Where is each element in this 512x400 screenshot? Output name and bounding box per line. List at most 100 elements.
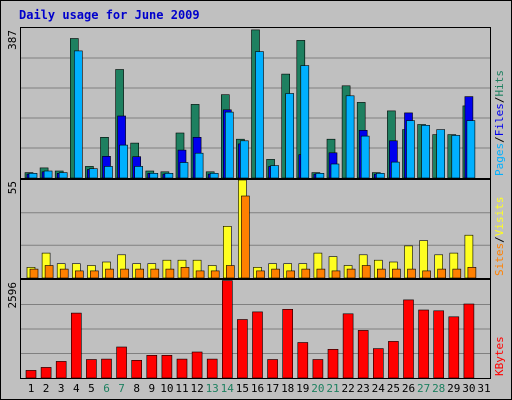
sites-bar	[467, 266, 477, 279]
legend-sites: Sites	[493, 243, 506, 276]
legend-kbytes: KBytes	[493, 336, 506, 376]
pages-bar	[58, 172, 68, 179]
pages-bar	[451, 135, 461, 179]
kbytes-bar	[403, 299, 414, 379]
sites-bar	[120, 268, 129, 279]
kbytes-bar	[71, 312, 82, 379]
kbytes-bar	[388, 341, 399, 379]
sites-bar	[376, 268, 386, 279]
day-label: 1	[28, 382, 35, 395]
legend-pages: Pages	[493, 143, 506, 176]
sites-bar	[422, 270, 431, 279]
day-label: 17	[266, 382, 279, 395]
pages-bar	[149, 173, 159, 179]
pages-bar	[134, 166, 143, 179]
pages-bar	[43, 170, 53, 179]
pages-bar	[300, 65, 310, 179]
sites-bar	[29, 268, 39, 279]
sites-bar	[150, 268, 160, 279]
day-label: 29	[447, 382, 460, 395]
sites-bar	[316, 268, 326, 279]
pages-bar	[164, 173, 174, 179]
pages-bar	[74, 50, 83, 179]
kbytes-bar	[357, 330, 369, 379]
day-label: 16	[251, 382, 264, 395]
pages-bar	[315, 173, 325, 179]
pages-bar	[240, 140, 249, 179]
sites-bar	[361, 265, 371, 279]
day-label: 9	[148, 382, 155, 395]
day-label: 12	[190, 382, 203, 395]
day-label: 13	[206, 382, 219, 395]
kbytes-bar	[312, 359, 324, 379]
kbytes-bar	[297, 342, 309, 379]
day-label: 3	[58, 382, 65, 395]
pages-bar	[406, 120, 415, 179]
kbytes-bar	[55, 361, 67, 379]
kbytes-ymax-label: 2596	[6, 282, 19, 309]
sites-bar	[256, 270, 265, 279]
pages-bar	[194, 152, 204, 179]
kbytes-bar	[237, 319, 248, 379]
sites-bar	[180, 266, 190, 279]
sites-bar	[135, 268, 144, 279]
sites-bar	[452, 268, 462, 279]
pages-bar	[285, 93, 295, 179]
sites-bar	[210, 270, 220, 279]
kbytes-bar	[267, 359, 278, 379]
kbytes-bar	[131, 359, 142, 379]
kbytes-bar	[222, 280, 233, 379]
legend-hits: Hits	[493, 70, 506, 97]
pages-bar	[89, 168, 98, 179]
kbytes-bar	[86, 359, 97, 379]
pages-bar	[391, 161, 400, 179]
day-label: 25	[387, 382, 400, 395]
kbytes-bar	[418, 309, 429, 379]
legend-sep-3: /	[493, 236, 506, 243]
sites-bar	[331, 270, 341, 279]
kbytes-legend: KBytes	[493, 336, 506, 376]
kbytes-bar	[448, 316, 460, 379]
kbytes-bar	[206, 358, 218, 379]
sites-bar	[271, 268, 280, 279]
bars-layer	[24, 29, 477, 379]
pages-bar	[360, 135, 370, 179]
sites-bar	[437, 268, 447, 279]
sites-bar	[165, 268, 175, 279]
day-label: 14	[221, 382, 235, 395]
sites-bar	[226, 265, 235, 279]
sites-bar	[105, 268, 114, 279]
kbytes-bar	[433, 310, 445, 379]
kbytes-bar	[191, 351, 203, 379]
pages-bar	[270, 165, 279, 179]
pages-bar	[330, 163, 340, 179]
pages-bar	[28, 173, 38, 179]
sites-bar	[90, 270, 99, 279]
chart-title: Daily usage for June 2009	[19, 8, 200, 22]
pages-bar	[255, 51, 264, 179]
day-label: 2	[43, 382, 50, 395]
day-label: 15	[236, 382, 249, 395]
kbytes-bar	[327, 348, 339, 379]
day-label: 8	[133, 382, 140, 395]
day-label: 27	[417, 382, 430, 395]
pages-bar	[466, 120, 476, 179]
kbytes-bar	[40, 367, 52, 379]
sites-bar	[301, 268, 311, 279]
day-label: 10	[160, 382, 173, 395]
kbytes-bar	[463, 303, 475, 379]
day-label: 11	[175, 382, 188, 395]
pages-bar	[225, 111, 234, 179]
sites-bar	[407, 268, 416, 279]
hits-legend: Pages/Files/Hits	[493, 70, 506, 176]
sites-bar	[59, 268, 69, 279]
sites-bar	[241, 195, 250, 279]
sites-bar	[195, 270, 205, 279]
kbytes-bar	[25, 370, 37, 379]
day-label: 24	[372, 382, 386, 395]
pages-bar	[104, 166, 113, 179]
pages-bar	[436, 129, 446, 179]
pages-bar	[375, 173, 385, 179]
legend-visits: Visits	[493, 197, 506, 237]
